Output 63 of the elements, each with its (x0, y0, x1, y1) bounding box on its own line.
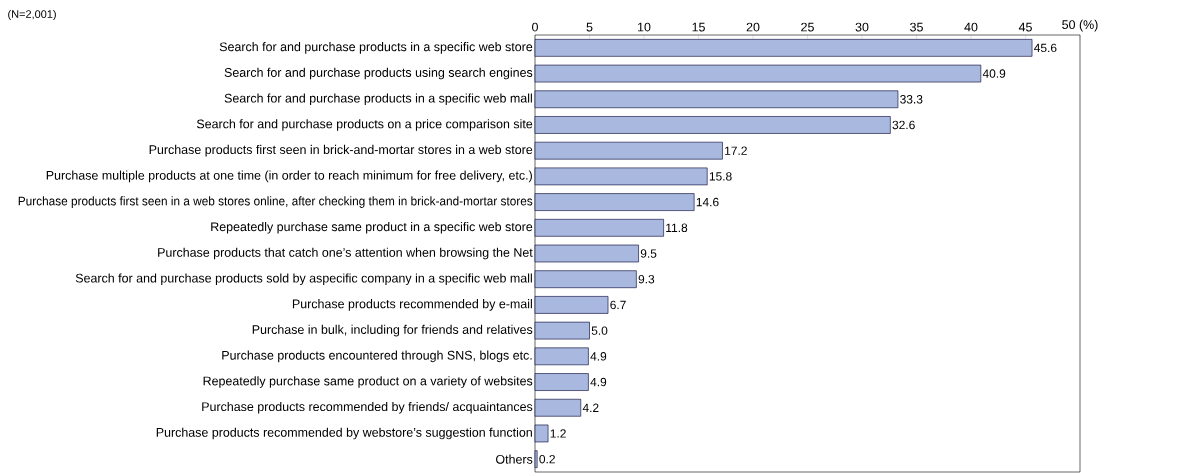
y-tick-label: Purchase products recommended by e-mail (292, 299, 532, 311)
data-label: 4.9 (590, 377, 607, 387)
bar (534, 321, 590, 340)
y-tick-label: Search for and purchase products in a specific web mall (224, 93, 532, 106)
data-label: 1.2 (550, 429, 566, 438)
bar (534, 116, 891, 134)
data-label: 4.9 (590, 352, 607, 361)
y-tick-label: Purchase multiple products at one time (in order to reach minimum for free delivery, etc.) (46, 170, 532, 183)
x-tick-label: 5 (586, 22, 593, 32)
x-tick-label: 10 (638, 22, 651, 32)
bar (534, 193, 695, 211)
data-label: 6.7 (610, 300, 626, 310)
data-label: 15.8 (709, 172, 732, 181)
y-tick-label: Purchase products that catch one’s attention when browsing the Net (158, 247, 533, 260)
data-label: 5.0 (591, 326, 608, 335)
text: (N=2,001) (8, 9, 56, 21)
data-label: 32.6 (892, 120, 915, 130)
bar (534, 424, 549, 443)
x-tick-label: 35 (910, 22, 923, 32)
bar (534, 90, 899, 109)
y-tick-label: Search for and purchase products in a specific web store (219, 42, 533, 54)
y-tick-label: Search for and purchase products sold by aspecific company in a specific web mall (75, 273, 532, 286)
x-tick-label: 45 (1018, 22, 1032, 32)
bar (534, 64, 982, 83)
y-tick-label: Others (496, 454, 533, 464)
bar (534, 450, 538, 468)
bar (534, 373, 589, 391)
data-label: 45.6 (1034, 43, 1057, 53)
y-tick-label: Search for and purchase products on a price comparison site (196, 119, 533, 131)
bar (534, 219, 664, 237)
bar (534, 39, 1033, 57)
y-tick-label: Purchase products recommended by friends/ acquaintances (202, 401, 533, 414)
x-tick-label: 30 (855, 22, 869, 32)
y-tick-label: Repeatedly purchase same product on a variety of websites (203, 376, 533, 388)
data-label: 4.2 (582, 403, 599, 412)
y-tick-label: Purchase in bulk, including for friends and relatives (252, 324, 533, 337)
x-tick-label: 20 (746, 22, 760, 32)
y-tick-label: Search for and purchase products using search engines (224, 67, 533, 80)
data-label: 17.2 (725, 146, 747, 155)
y-tick-label: Purchase products encountered through SNS, blogs etc. (222, 350, 532, 363)
data-label: 0.2 (539, 454, 555, 464)
data-label: 9.3 (638, 274, 655, 284)
bar (534, 244, 639, 263)
data-label: 40.9 (982, 69, 1006, 78)
y-tick-label: Purchase products first seen in a web stores online, after checking them in brick-and-mortar stores (18, 196, 533, 208)
x-tick-label: 0 (532, 22, 538, 32)
bar (534, 167, 708, 186)
y-tick-label: Purchase products recommended by webstore’s suggestion function (156, 427, 532, 440)
bar (534, 141, 723, 160)
y-tick-label: Repeatedly purchase same product in a specific web store (211, 221, 533, 234)
bar (534, 398, 582, 417)
x-tick-label: 15 (692, 22, 705, 32)
x-tick-label: 25 (801, 22, 814, 32)
bar (534, 296, 609, 314)
x-tick-label: 50 (%) (1062, 19, 1098, 32)
data-label: 33.3 (900, 95, 923, 104)
y-tick-label: Purchase products first seen in brick-and-mortar stores in a web store (149, 144, 533, 157)
bar (534, 347, 589, 366)
data-label: 14.6 (696, 197, 719, 207)
data-label: 9.5 (640, 249, 657, 258)
data-label: 11.8 (666, 223, 688, 233)
x-tick-label: 40 (964, 22, 978, 32)
bar (534, 270, 637, 289)
